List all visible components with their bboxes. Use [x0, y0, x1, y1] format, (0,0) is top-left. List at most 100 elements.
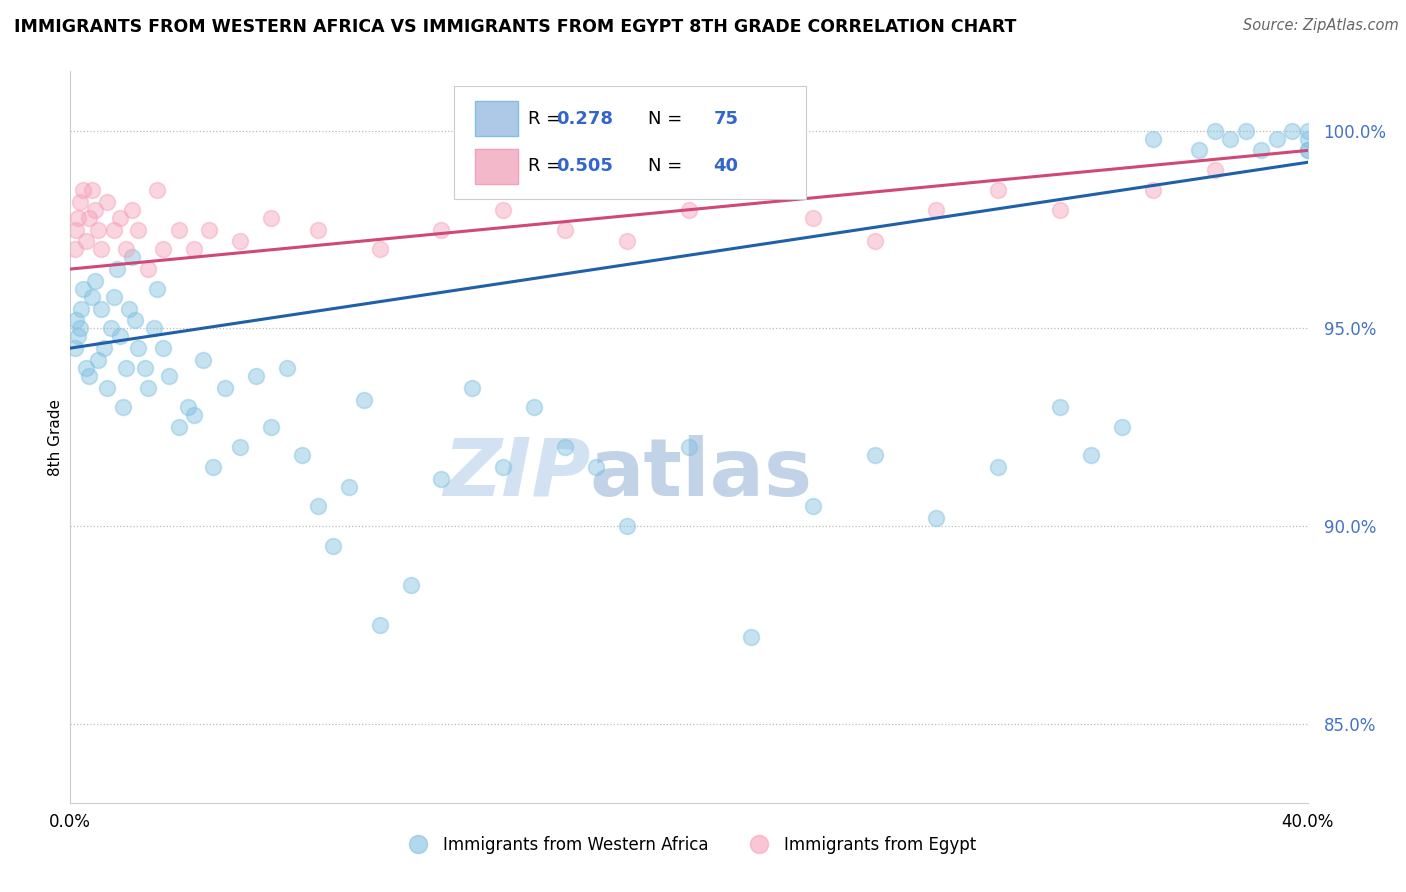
Point: [63, 341, 86, 355]
Point: [146, 282, 169, 296]
Point: [193, 353, 215, 368]
Point: [108, 329, 131, 343]
Point: [1204, 123, 1226, 137]
Point: [322, 539, 344, 553]
Point: [72, 282, 94, 296]
Text: ZIP: ZIP: [443, 434, 591, 513]
Point: [987, 459, 1010, 474]
Point: [121, 250, 143, 264]
Point: [554, 222, 576, 236]
Point: [69, 194, 91, 209]
Point: [1111, 420, 1133, 434]
Point: [368, 618, 391, 632]
Point: [1296, 123, 1319, 137]
Point: [801, 500, 824, 514]
Point: [103, 222, 125, 236]
Point: [115, 242, 138, 256]
Point: [118, 301, 141, 316]
Point: [276, 360, 298, 375]
Point: [554, 440, 576, 454]
Point: [260, 211, 283, 225]
Point: [430, 222, 453, 236]
Text: Source: ZipAtlas.com: Source: ZipAtlas.com: [1243, 18, 1399, 33]
Point: [103, 290, 125, 304]
Point: [136, 381, 159, 395]
Point: [96, 381, 118, 395]
Point: [430, 472, 453, 486]
Point: [1049, 401, 1071, 415]
Point: [127, 341, 149, 355]
Point: [84, 202, 107, 217]
Point: [616, 235, 638, 249]
Point: [1080, 448, 1102, 462]
Point: [368, 242, 391, 256]
Point: [863, 448, 886, 462]
Point: [67, 329, 90, 343]
Text: N =: N =: [648, 158, 688, 176]
Point: [307, 500, 329, 514]
Point: [987, 183, 1010, 197]
Point: [90, 301, 112, 316]
Point: [740, 183, 762, 197]
Point: [108, 211, 131, 225]
Point: [67, 211, 90, 225]
Point: [1296, 144, 1319, 158]
Point: [925, 511, 948, 525]
Point: [63, 242, 86, 256]
Text: 0.278: 0.278: [557, 110, 613, 128]
Text: R =: R =: [529, 158, 567, 176]
Point: [87, 353, 110, 368]
Y-axis label: 8th Grade: 8th Grade: [48, 399, 63, 475]
Point: [1049, 202, 1071, 217]
Point: [121, 202, 143, 217]
Point: [291, 448, 314, 462]
FancyBboxPatch shape: [475, 149, 519, 184]
Point: [198, 222, 221, 236]
Point: [90, 242, 112, 256]
Point: [1265, 131, 1288, 145]
Point: [124, 313, 146, 327]
Point: [77, 368, 100, 383]
Point: [678, 202, 700, 217]
Point: [75, 360, 97, 375]
Point: [1281, 123, 1303, 137]
Point: [115, 360, 138, 375]
Point: [1296, 131, 1319, 145]
Text: atlas: atlas: [591, 434, 813, 513]
Point: [260, 420, 283, 434]
Point: [353, 392, 375, 407]
Point: [152, 242, 174, 256]
Point: [214, 381, 236, 395]
Point: [87, 222, 110, 236]
Point: [177, 401, 200, 415]
FancyBboxPatch shape: [454, 86, 807, 200]
Point: [678, 440, 700, 454]
Text: 40: 40: [714, 158, 738, 176]
Point: [925, 202, 948, 217]
Point: [84, 274, 107, 288]
Text: 75: 75: [714, 110, 738, 128]
Text: R =: R =: [529, 110, 567, 128]
Text: N =: N =: [648, 110, 688, 128]
Point: [136, 262, 159, 277]
Point: [65, 313, 87, 327]
Point: [1234, 123, 1257, 137]
Point: [307, 222, 329, 236]
Point: [1204, 163, 1226, 178]
Point: [127, 222, 149, 236]
Point: [146, 183, 169, 197]
Point: [492, 202, 515, 217]
Text: IMMIGRANTS FROM WESTERN AFRICA VS IMMIGRANTS FROM EGYPT 8TH GRADE CORRELATION CH: IMMIGRANTS FROM WESTERN AFRICA VS IMMIGR…: [14, 18, 1017, 36]
Point: [167, 222, 190, 236]
Point: [229, 440, 252, 454]
Point: [93, 341, 115, 355]
Point: [1219, 131, 1241, 145]
Point: [65, 222, 87, 236]
Point: [740, 630, 762, 644]
Point: [229, 235, 252, 249]
Point: [1188, 144, 1211, 158]
Point: [77, 211, 100, 225]
Point: [1142, 183, 1164, 197]
Point: [201, 459, 224, 474]
Point: [70, 301, 93, 316]
